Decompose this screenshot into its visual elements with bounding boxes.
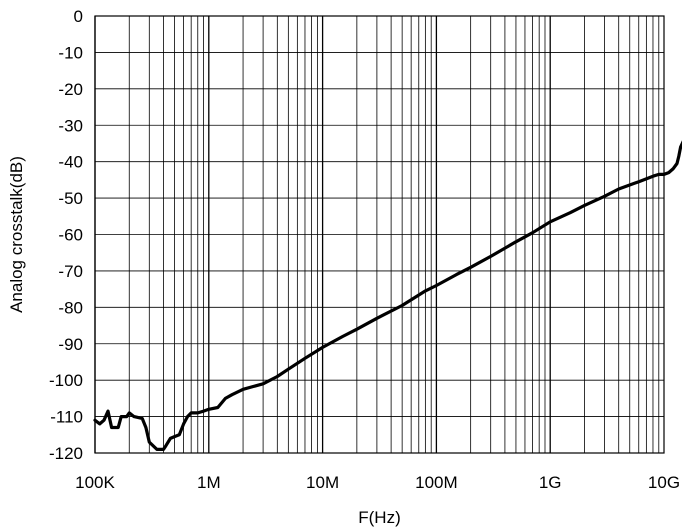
x-tick-labels: 100K 1M 10M 100M 1G 10G <box>75 473 680 492</box>
y-tick-label: -60 <box>58 226 83 245</box>
y-tick-label: -10 <box>58 43 83 62</box>
y-tick-label: -30 <box>58 116 83 135</box>
x-tick-label: 100M <box>415 473 458 492</box>
y-tick-labels: 0 -10 -20 -30 -40 -50 -60 -70 -80 -90 -100 -110 -120 <box>49 7 83 463</box>
x-tick-label: 100K <box>75 473 115 492</box>
x-axis-title: F(Hz) <box>358 508 400 527</box>
y-tick-label: -40 <box>58 153 83 172</box>
y-axis-title: Analog crosstalk(dB) <box>7 156 26 313</box>
series-line <box>93 140 682 451</box>
grid-lines <box>94 15 664 454</box>
y-tick-label: -120 <box>49 444 83 463</box>
y-tick-label: -90 <box>58 335 83 354</box>
x-tick-label: 1G <box>539 473 562 492</box>
y-tick-label: -20 <box>58 80 83 99</box>
x-tick-label: 1M <box>197 473 221 492</box>
plot-frame <box>94 15 665 454</box>
x-tick-label: 10G <box>648 473 680 492</box>
y-tick-label: -70 <box>58 262 83 281</box>
y-tick-label: -110 <box>50 408 83 427</box>
x-tick-label: 10M <box>306 473 339 492</box>
y-tick-label: -100 <box>49 371 83 390</box>
y-tick-label: -80 <box>58 298 83 317</box>
y-tick-label: 0 <box>74 7 83 26</box>
y-tick-label: -50 <box>58 189 83 208</box>
